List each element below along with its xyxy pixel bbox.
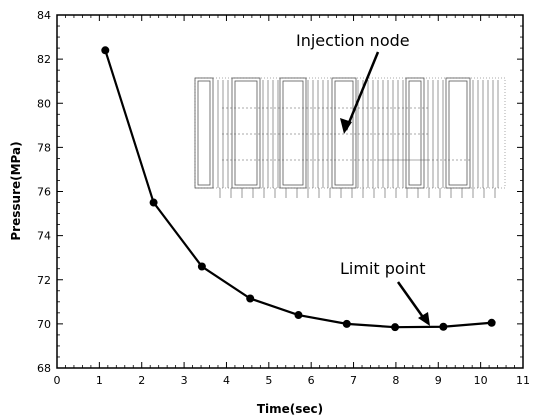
arrow-limit-point-shaft	[396, 281, 427, 321]
data-point	[294, 311, 303, 320]
data-point	[391, 323, 400, 332]
arrow-limit-point-head	[418, 312, 430, 326]
x-tick-label: 6	[308, 374, 315, 387]
axis-ticks	[56, 14, 524, 369]
x-tick-label: 11	[516, 374, 530, 387]
y-tick-label: 70	[37, 318, 51, 331]
y-tick-label: 82	[37, 53, 51, 66]
y-tick-label: 84	[37, 9, 51, 22]
data-point	[487, 318, 496, 327]
annotation-injection-node: Injection node	[296, 31, 410, 50]
data-point	[246, 294, 255, 303]
schematic-block-inner	[448, 80, 468, 186]
data-point	[197, 262, 206, 271]
y-tick-label: 74	[37, 230, 51, 243]
x-axis-title: Time(sec)	[257, 402, 323, 416]
schematic-block-inner	[334, 80, 354, 186]
x-tick-label: 7	[350, 374, 357, 387]
data-point	[149, 198, 158, 207]
arrow-injection-node-shaft	[344, 51, 380, 131]
x-tick-label: 3	[181, 374, 188, 387]
schematic-block-inner	[408, 80, 422, 186]
x-tick-label: 0	[54, 374, 61, 387]
schematic-bound	[194, 77, 506, 189]
y-tick-label: 78	[37, 141, 51, 154]
y-axis-title: Pressure(MPa)	[9, 141, 23, 240]
x-tick-label: 1	[96, 374, 103, 387]
data-point	[342, 319, 351, 328]
schematic-block	[331, 77, 357, 189]
x-tick-label: 10	[474, 374, 488, 387]
x-tick-label: 2	[138, 374, 145, 387]
schematic-block	[445, 77, 471, 189]
arrow-injection-node-head	[340, 118, 352, 134]
series-points	[101, 46, 496, 332]
plot-frame	[56, 14, 524, 369]
schematic-block-inner	[234, 80, 258, 186]
data-point	[101, 46, 110, 55]
schematic-block	[231, 77, 261, 189]
mold-schematic	[194, 77, 506, 198]
x-tick-label: 8	[392, 374, 399, 387]
schematic-block-inner	[282, 80, 304, 186]
annotation-limit-point: Limit point	[340, 259, 426, 278]
data-point	[439, 322, 448, 331]
series-line	[104, 49, 492, 329]
y-tick-label: 68	[37, 362, 51, 375]
x-tick-label: 9	[435, 374, 442, 387]
x-tick-label: 5	[265, 374, 272, 387]
y-tick-label: 72	[37, 274, 51, 287]
y-tick-label: 80	[37, 97, 51, 110]
y-tick-label: 76	[37, 186, 51, 199]
schematic-block	[279, 77, 307, 189]
schematic-block-inner	[197, 80, 211, 186]
x-tick-label: 4	[223, 374, 230, 387]
